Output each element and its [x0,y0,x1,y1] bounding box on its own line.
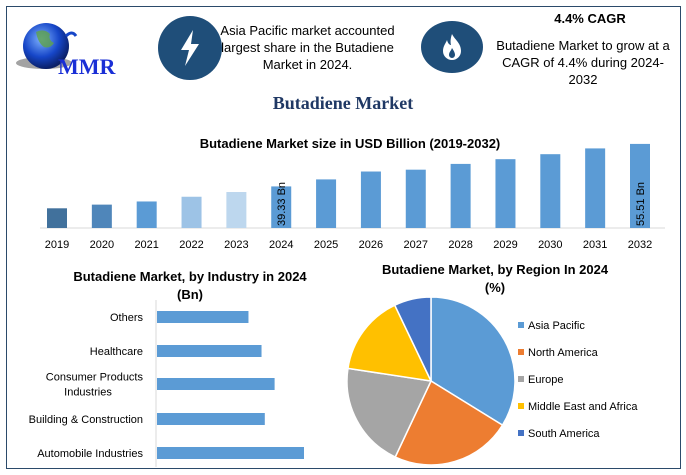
slice-middle-east-and-africa [347,304,433,382]
x-tick-2026: 2026 [359,239,383,251]
y-tick-label: Healthcare [90,346,143,358]
bar-2021 [136,201,157,228]
bar-2023 [226,192,247,228]
slice-north-america [394,379,504,466]
region-chart-title: Butadiene Market, by Region In 2024 (%) [360,261,630,297]
data-label-2024: 39.33 Bn [276,182,288,226]
bar-Building & Construction [157,413,265,425]
bar-2025 [316,179,337,228]
bar-Automobile Industries [157,447,304,459]
bar-2032 [630,143,650,228]
slice-south-america [393,296,432,382]
industry-chart-title: Butadiene Market, by Industry in 2024 (B… [60,268,320,304]
legend-swatch [518,349,524,355]
region-chart-title-line1: Butadiene Market, by Region In 2024 [381,262,609,277]
industry-chart-title-line2: (Bn) [177,287,203,302]
industry-bar-chart: Others Healthcare Consumer Products Industr… [29,300,304,467]
x-tick-2021: 2021 [134,239,158,251]
region-chart-title-line2: (%) [484,280,506,295]
infographic-frame [6,6,681,469]
bar-2031 [585,148,606,228]
flame-icon [421,21,483,73]
legend-label: Middle East and Africa [528,401,638,413]
main-title: Butadiene Market [272,93,414,113]
y-tick-label: Others [110,312,144,324]
legend-label: Europe [528,374,563,386]
legend-swatch [518,430,524,436]
bar-2028 [450,163,471,228]
market-size-bar-chart: 2019 2020 2021 2022 2023 2024 39.33 Bn 2025 2026… [40,143,665,251]
legend-label: North America [528,347,599,359]
bar-2022 [181,196,202,228]
asia-pacific-info: Asia Pacific market accounted largest sh… [220,23,395,72]
bar-2029 [495,159,516,228]
data-label-2032: 55.51 Bn [635,182,647,226]
bar-Consumer Products Industries [157,378,275,390]
bar-Others [157,311,249,323]
region-pie-chart: Asia Pacific North America Europe Middle Ea… [346,296,638,466]
bar-2024 [271,186,292,228]
y-tick-label: Building & Construction [29,414,143,426]
industry-chart-title-line1: Butadiene Market, by Industry in 2024 [73,269,307,284]
y-tick-label: Industries [64,387,112,399]
legend-swatch [518,376,524,382]
x-tick-2025: 2025 [314,239,338,251]
logo-text: MMR [58,54,116,79]
bar-Healthcare [157,345,262,357]
x-tick-2022: 2022 [179,239,203,251]
lightning-icon [158,16,222,80]
x-tick-2027: 2027 [404,239,428,251]
globe-icon [16,23,78,69]
y-tick-label: Consumer Products [46,372,144,384]
mmr-logo: MMR [14,18,126,80]
bar-2026 [360,171,381,228]
legend-label: South America [528,428,600,440]
x-tick-2029: 2029 [493,239,517,251]
y-tick-label: Automobile Industries [37,448,143,460]
cagr-info: Butadiene Market to grow at a CAGR of 4.… [496,38,670,87]
x-tick-2030: 2030 [538,239,562,251]
bar-2030 [540,154,561,228]
x-tick-2028: 2028 [448,239,472,251]
legend-swatch [518,403,524,409]
legend-swatch [518,322,524,328]
bar-2020 [91,204,112,228]
x-tick-2024: 2024 [269,239,293,251]
bar-2027 [405,169,426,228]
x-tick-2023: 2023 [224,239,248,251]
x-tick-2031: 2031 [583,239,607,251]
slice-europe [346,367,433,459]
market-size-chart-title: Butadiene Market size in USD Billion (20… [199,136,501,151]
x-tick-2032: 2032 [628,239,652,251]
x-tick-2020: 2020 [90,239,114,251]
legend-label: Asia Pacific [528,320,585,332]
x-tick-2019: 2019 [45,239,69,251]
cagr-title: 4.4% CAGR [554,11,626,26]
bar-2019 [47,208,67,228]
